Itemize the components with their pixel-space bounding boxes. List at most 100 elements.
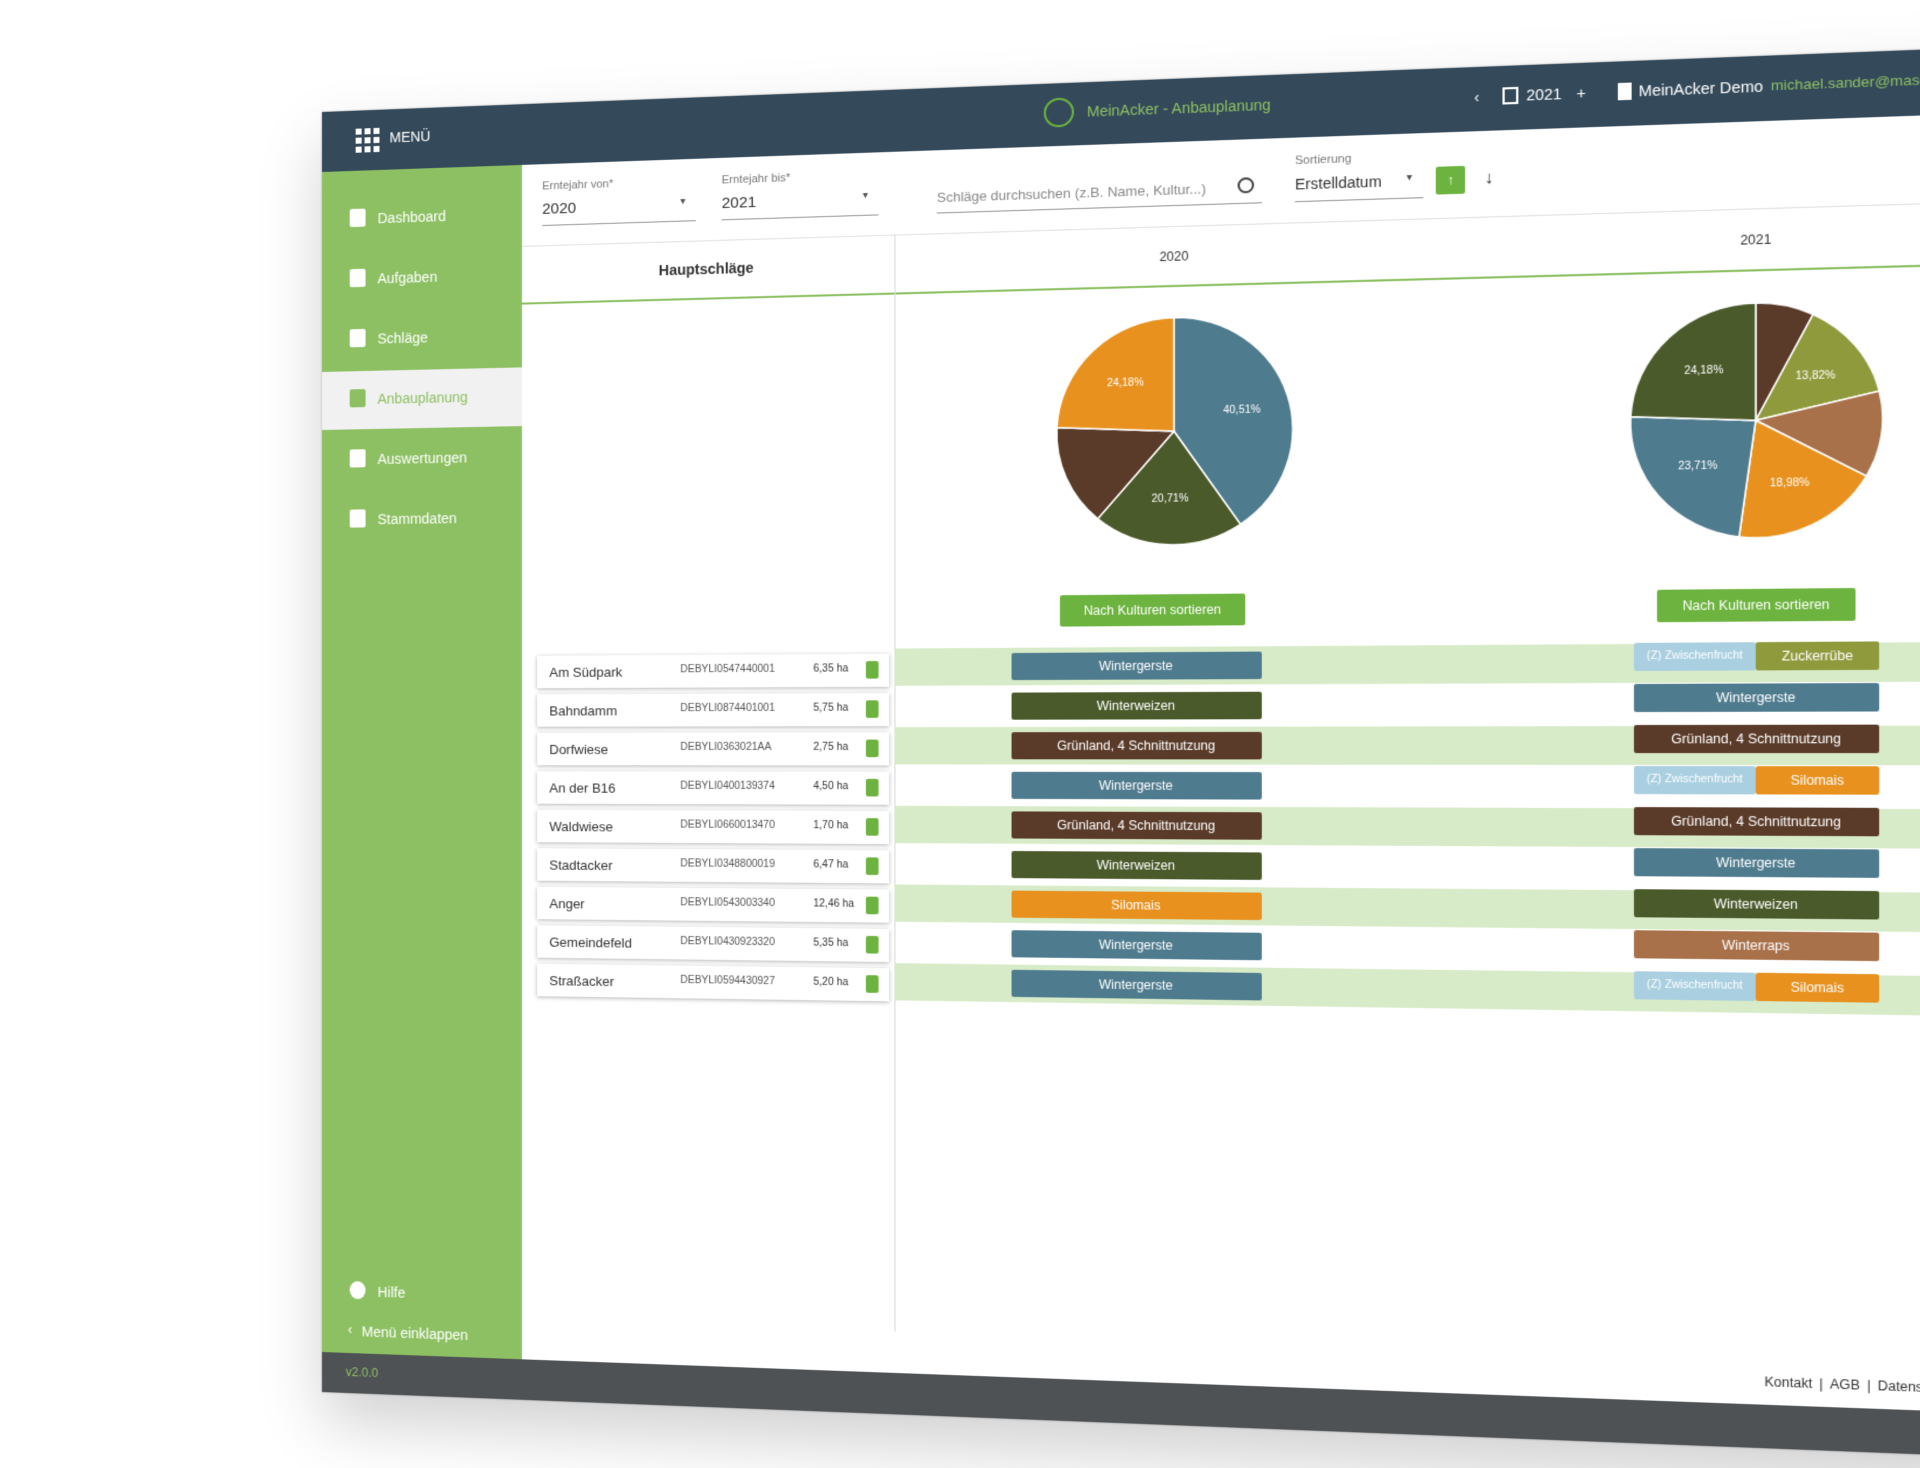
nav-item[interactable]: Dashboard [322, 185, 522, 250]
field-area: 5,75 ha [813, 702, 849, 714]
dropdown-arrow[interactable]: ▾ [680, 195, 686, 208]
pie-slice [1057, 318, 1174, 434]
crop-pill[interactable]: Grünland, 4 Schnittnutzung [1011, 731, 1262, 760]
field-card[interactable]: Waldwiese DEBYLI0660013470 1,70 ha [537, 809, 890, 845]
farm-name[interactable]: MeinAcker Demo [1638, 77, 1764, 100]
menu-icon[interactable] [355, 127, 380, 153]
crop-pill[interactable]: Wintergerste [1633, 848, 1880, 878]
field-id: DEBYLI0543003340 [680, 897, 775, 910]
collapse-label: Menü einklappen [361, 1323, 469, 1344]
dropdown-arrow[interactable]: ▾ [1406, 171, 1413, 184]
menu-label[interactable]: MENÜ [389, 127, 431, 146]
crop-pill[interactable]: Silomais [1755, 766, 1880, 795]
logo [1043, 97, 1074, 128]
crop-pill[interactable]: Zuckerrübe [1755, 641, 1880, 671]
search-icon[interactable] [1237, 177, 1255, 194]
nav-item[interactable]: Auswertungen [322, 428, 522, 490]
to-value[interactable]: 2021 [721, 193, 757, 213]
year[interactable]: 2021 [1526, 85, 1562, 104]
footer-link[interactable]: Datenschutz [1877, 1378, 1920, 1397]
crop-pill[interactable]: Winterweizen [1011, 850, 1262, 880]
crop-pill[interactable]: Wintergerste [1011, 771, 1262, 800]
crop-pill[interactable]: Winterweizen [1011, 691, 1262, 720]
pie-slice [1174, 315, 1293, 526]
field-card[interactable]: An der B16 DEBYLI0400139374 4,50 ha [537, 771, 890, 805]
field-id: DEBYLI0363021AA [680, 741, 772, 754]
nav-item[interactable]: Anbauplanung [322, 367, 522, 430]
nav-icon [349, 328, 366, 348]
nav-item[interactable]: Stammdaten [322, 489, 522, 550]
footer-link[interactable]: AGB [1830, 1376, 1860, 1393]
crop-pill[interactable]: Winterraps [1633, 930, 1880, 962]
sort-desc-button[interactable]: ↓ [1484, 169, 1494, 188]
nav-label: Auswertungen [377, 449, 467, 468]
fields-header: Hauptschläge [658, 259, 754, 279]
from-value[interactable]: 2020 [542, 199, 577, 218]
catch-crop-pill[interactable]: (Z) Zwischenfrucht [1633, 642, 1756, 672]
field-icon[interactable] [865, 896, 879, 915]
sort-by-crop-button[interactable]: Nach Kulturen sortieren [1059, 593, 1246, 627]
pie-slice [1631, 303, 1756, 423]
catch-crop-pill[interactable]: (Z) Zwischenfrucht [1633, 766, 1756, 795]
field-name: Am Südpark [549, 664, 623, 681]
crop-pill[interactable]: Wintergerste [1011, 930, 1262, 961]
to-label: Erntejahr bis* [721, 171, 791, 187]
nav-label: Stammdaten [377, 510, 457, 528]
crop-pill[interactable]: Wintergerste [1633, 683, 1880, 713]
app-title: MeinAcker - Anbauplanung [1086, 96, 1271, 120]
crop-pill[interactable]: Grünland, 4 Schnittnutzung [1633, 724, 1880, 754]
pie-label: 24,18% [1684, 364, 1724, 377]
field-card[interactable]: Bahndamm DEBYLI0874401001 5,75 ha [537, 693, 890, 727]
help-icon [349, 1280, 366, 1300]
user-email[interactable]: michael.sander@maschinenringe.com [1770, 67, 1920, 94]
field-id: DEBYLI0660013470 [680, 819, 775, 832]
sort-by-crop-button[interactable]: Nach Kulturen sortieren [1657, 587, 1856, 623]
add-year[interactable]: + [1576, 84, 1586, 102]
prev-year[interactable]: ‹ [1474, 88, 1480, 106]
field-icon[interactable] [865, 857, 879, 876]
catch-crop-pill[interactable]: (Z) Zwischenfrucht [1633, 971, 1756, 1002]
crop-pill[interactable]: Silomais [1011, 890, 1262, 921]
to-underline [721, 214, 879, 221]
field-card[interactable]: Gemeindefeld DEBYLI0430923320 5,35 ha [537, 925, 890, 963]
farm-icon [1617, 82, 1632, 101]
field-icon[interactable] [865, 818, 879, 836]
crop-pill[interactable]: Wintergerste [1011, 969, 1262, 1001]
field-card[interactable]: Am Südpark DEBYLI0547440001 6,35 ha [537, 653, 890, 689]
pie-label: 40,51% [1223, 404, 1260, 416]
field-id: DEBYLI0400139374 [680, 780, 775, 793]
nav-label: Dashboard [377, 207, 446, 227]
crop-pill[interactable]: Grünland, 4 Schnittnutzung [1633, 807, 1880, 837]
field-card[interactable]: Stadtacker DEBYLI0348800019 6,47 ha [537, 848, 890, 884]
dropdown-arrow[interactable]: ▾ [862, 189, 869, 202]
search-input[interactable]: Schläge durchsuchen (z.B. Name, Kultur..… [936, 180, 1207, 206]
crop-pill[interactable]: Winterweizen [1633, 889, 1880, 920]
calendar-icon[interactable] [1502, 86, 1519, 105]
field-icon[interactable] [865, 700, 879, 718]
field-name: Bahndamm [549, 703, 618, 719]
crop-pill[interactable]: Silomais [1755, 972, 1880, 1003]
field-icon[interactable] [865, 975, 879, 993]
footer-link[interactable]: Kontakt [1764, 1374, 1813, 1392]
crop-pill[interactable]: Grünland, 4 Schnittnutzung [1011, 811, 1262, 840]
sort-value[interactable]: Erstelldatum [1294, 172, 1382, 193]
nav-item[interactable]: Schläge [322, 307, 522, 370]
crop-pill[interactable]: Wintergerste [1011, 651, 1262, 681]
sort-asc-button[interactable]: ↑ [1435, 165, 1466, 195]
field-area: 1,70 ha [813, 819, 849, 832]
version: v2.0.0 [345, 1364, 379, 1381]
field-area: 2,75 ha [813, 741, 849, 754]
sidebar: Dashboard Aufgaben Schläge Anbauplanung Ausw… [322, 164, 522, 1360]
field-card[interactable]: Anger DEBYLI0543003340 12,46 ha [537, 886, 890, 923]
field-card[interactable]: Dorfwiese DEBYLI0363021AA 2,75 ha [537, 732, 890, 766]
field-icon[interactable] [865, 661, 879, 679]
field-card[interactable]: Straßacker DEBYLI0594430927 5,20 ha [537, 963, 890, 1002]
field-icon[interactable] [865, 739, 879, 758]
nav-item[interactable]: Aufgaben [322, 246, 522, 310]
field-icon[interactable] [865, 778, 879, 797]
field-icon[interactable] [865, 935, 879, 954]
bottom-bar: v2.0.0 [322, 1352, 1920, 1461]
pie-charts: 40,51% 20,71% 24,18% 13,82% 18,98% 23,71% 24,1… [894, 265, 1920, 596]
pie-label: 24,18% [1107, 377, 1144, 389]
